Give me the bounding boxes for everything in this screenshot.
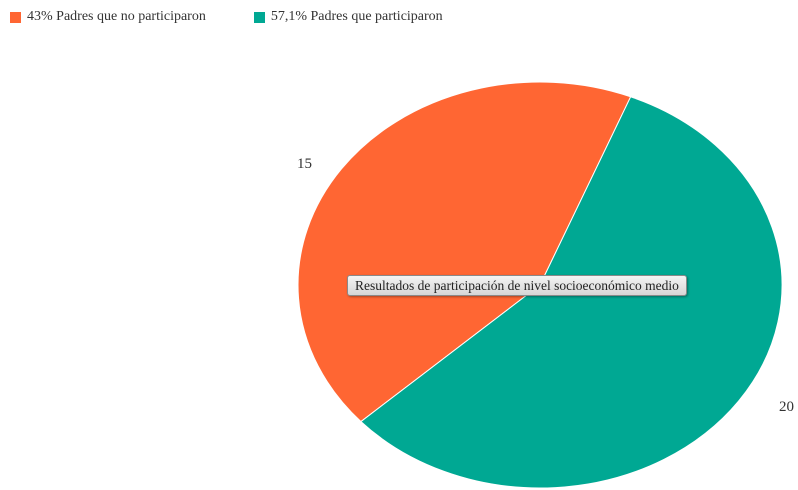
legend-label: 43% Padres que no participaron [27,9,206,24]
legend-item-participaron[interactable]: 57,1% Padres que participaron [253,9,443,25]
legend-swatch-orange [10,11,21,23]
legend-swatch-teal [253,11,265,23]
value-label-participaron: 20 [779,399,794,415]
value-label-no-participaron: 15 [297,156,312,172]
legend: 43% Padres que no participaron 57,1% Pad… [10,9,443,25]
legend-item-no-participaron[interactable]: 43% Padres que no participaron [10,9,206,25]
legend-label: 57,1% Padres que participaron [270,9,443,24]
pie-slice-no-participaron[interactable] [297,81,632,423]
chart-title-label: Resultados de participación de nivel soc… [347,275,687,296]
